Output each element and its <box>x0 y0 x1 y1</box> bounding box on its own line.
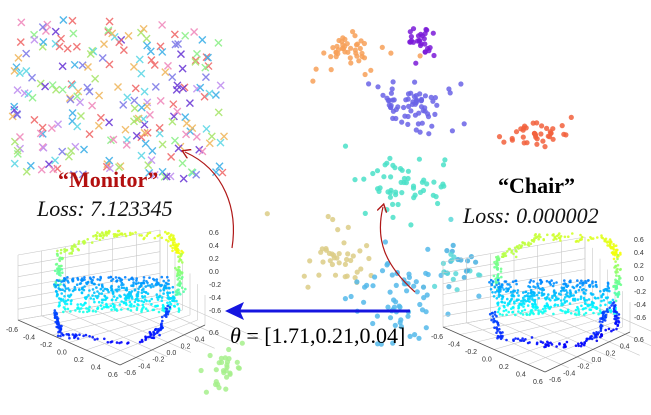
x-tick-label: 0.2 <box>499 364 509 371</box>
monitor-point-cloud-plot: 0.60.40.20.0-0.2-0.4-0.6-0.6-0.4-0.20.00… <box>6 229 263 379</box>
z-tick-label: 0.4 <box>634 250 644 257</box>
y-tick-label: -0.2 <box>152 357 164 364</box>
cyan-cluster <box>342 143 448 228</box>
monitor-class-title: “Monitor” <box>58 167 159 192</box>
x-tick-label: 0.0 <box>482 357 492 364</box>
point-cloud-plots: 0.60.40.20.0-0.2-0.4-0.6-0.6-0.4-0.20.00… <box>6 229 651 386</box>
y-tick-label: 0.2 <box>181 343 191 350</box>
x-tick-label: -0.4 <box>23 335 35 342</box>
x-tick-label: 0.6 <box>533 379 543 386</box>
theta-transform-label: θ = [1.71,0.21,0.04] <box>230 323 405 349</box>
arrows <box>185 152 416 320</box>
transform-arrow <box>225 302 410 320</box>
chair-curved-arrow <box>380 207 416 293</box>
embedding-scatter <box>8 16 574 395</box>
sky-cluster <box>342 239 482 347</box>
z-tick-label: -0.6 <box>634 315 646 322</box>
tan-cluster <box>264 211 374 290</box>
y-tick-label: 0.0 <box>592 357 602 364</box>
x-tick-label: -0.2 <box>465 349 477 356</box>
z-tick-label: -0.6 <box>209 308 221 315</box>
x-tick-label: 0.4 <box>516 372 526 379</box>
x-tick-label: -0.6 <box>6 327 18 334</box>
z-tick-label: -0.2 <box>634 289 646 296</box>
y-tick-label: 0.6 <box>209 330 219 337</box>
x-tick-label: 0.2 <box>74 357 84 364</box>
z-tick-label: 0.0 <box>634 276 644 283</box>
orange-cluster <box>310 29 423 84</box>
red-cluster <box>496 114 574 150</box>
y-tick-label: -0.2 <box>577 364 589 371</box>
x-tick-label: -0.6 <box>431 334 443 341</box>
theta-symbol: θ <box>230 323 241 348</box>
z-tick-label: 0.2 <box>634 263 644 270</box>
x-tick-label: 0.6 <box>108 372 118 379</box>
y-tick-label: -0.4 <box>563 370 575 377</box>
purple-cluster <box>407 26 437 66</box>
chair-point-cloud <box>488 232 623 349</box>
monitor-loss-label: Loss: 7.123345 <box>37 196 173 221</box>
z-tick-label: 0.6 <box>634 237 644 244</box>
y-tick-label: 0.4 <box>620 344 630 351</box>
monitor-curved-arrow <box>185 152 234 249</box>
chair-point-cloud-plot: 0.60.40.20.0-0.2-0.4-0.6-0.6-0.4-0.20.00… <box>431 232 651 386</box>
x-tick-label: -0.2 <box>40 342 52 349</box>
y-tick-label: -0.6 <box>549 377 561 384</box>
theta-value: = [1.71,0.21,0.04] <box>240 323 406 348</box>
z-tick-label: -0.4 <box>209 295 221 302</box>
z-tick-label: 0.4 <box>209 243 219 250</box>
chair-loss-label: Loss: 0.000002 <box>463 203 599 228</box>
x-tick-label: 0.4 <box>91 365 101 372</box>
monitor-cloud-crosses <box>8 16 229 183</box>
y-tick-label: 0.0 <box>167 350 177 357</box>
z-tick-label: -0.2 <box>209 282 221 289</box>
y-tick-label: 0.2 <box>606 350 616 357</box>
z-tick-label: 0.0 <box>209 269 219 276</box>
blue-violet-cluster <box>366 79 467 137</box>
y-tick-label: 0.6 <box>634 337 644 344</box>
z-tick-label: -0.4 <box>634 302 646 309</box>
y-tick-label: -0.6 <box>124 370 136 377</box>
x-tick-label: -0.4 <box>448 342 460 349</box>
chair-class-title: “Chair” <box>498 173 575 198</box>
x-tick-label: 0.0 <box>57 350 67 357</box>
y-tick-label: -0.4 <box>138 363 150 370</box>
z-tick-label: 0.6 <box>209 230 219 237</box>
y-tick-label: 0.4 <box>195 337 205 344</box>
light-green-cluster <box>198 340 245 395</box>
z-tick-label: 0.2 <box>209 256 219 263</box>
monitor-chair-point-cloud <box>53 229 187 345</box>
